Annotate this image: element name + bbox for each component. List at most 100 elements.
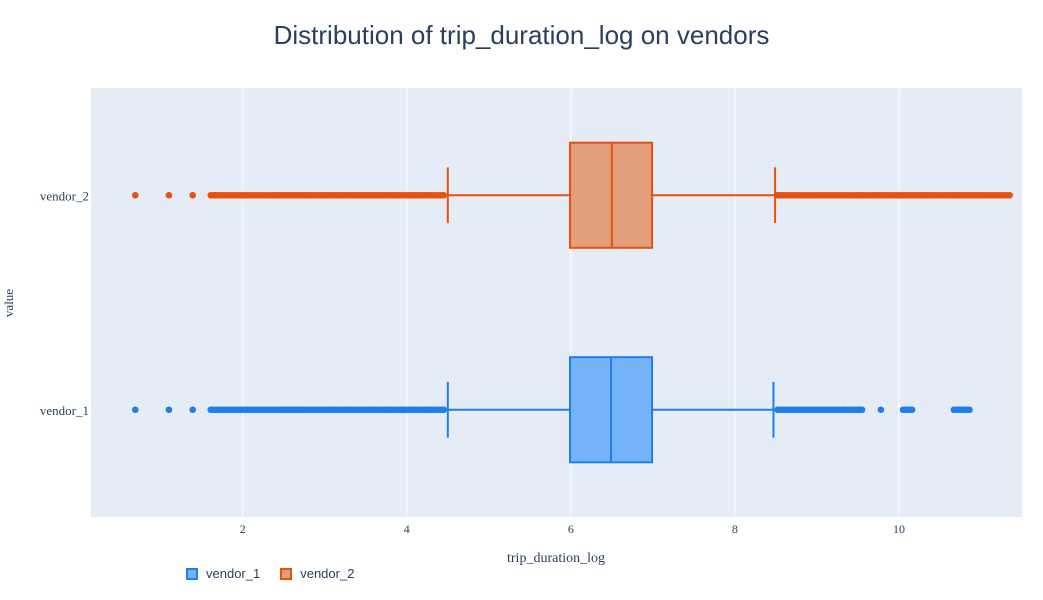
outlier-point (843, 191, 851, 199)
outlier-point (437, 191, 445, 199)
outlier-point (877, 406, 885, 414)
outlier-point (343, 191, 351, 199)
outlier-point (376, 191, 384, 199)
outlier-point (881, 191, 888, 199)
outlier-point (971, 191, 978, 199)
outlier-point (327, 191, 334, 199)
outlier-point (921, 191, 929, 199)
outlier-point (310, 191, 318, 199)
y-category-label: vendor_1 (40, 403, 89, 418)
outlier-point (219, 406, 227, 414)
x-tick-label: 10 (893, 522, 905, 536)
outlier-point (409, 191, 416, 199)
y-category-labels: vendor_2 vendor_1 (40, 188, 89, 418)
outlier-point (310, 406, 318, 414)
outlier-point (778, 191, 786, 199)
outlier-point (934, 191, 941, 199)
box-series (131, 141, 1013, 464)
outlier-point (851, 191, 859, 199)
legend-label-vendor-2: vendor_2 (300, 566, 355, 581)
outlier-point (298, 406, 306, 414)
outlier-point (392, 406, 400, 414)
outlier-point (425, 406, 433, 414)
outlier-point (165, 191, 173, 199)
outlier-point (963, 406, 971, 414)
chart-title: Distribution of trip_duration_log on ven… (273, 20, 770, 50)
legend-item-vendor-1[interactable]: vendor_1 (186, 566, 260, 581)
x-tick-label: 6 (568, 522, 574, 536)
y-category-label: vendor_2 (40, 188, 89, 203)
outlier-point (983, 191, 991, 199)
outlier-point (269, 191, 277, 199)
outlier-point (778, 406, 786, 414)
outlier-point (409, 406, 416, 414)
outlier-point (810, 191, 818, 199)
outlier-point (991, 191, 998, 199)
x-tick-labels: 2 4 6 8 10 (240, 522, 905, 536)
outlier-point (909, 191, 917, 199)
outlier-point (425, 191, 433, 199)
outlier-point (269, 406, 277, 414)
outlier-point (802, 191, 810, 199)
legend-item-vendor-2[interactable]: vendor_2 (280, 566, 354, 581)
outlier-point (261, 191, 268, 199)
outlier-point (1003, 191, 1011, 199)
outlier-point (835, 191, 843, 199)
outlier-point (802, 406, 810, 414)
outlier-point (998, 191, 1006, 199)
outlier-point (343, 406, 351, 414)
x-axis-label: trip_duration_log (507, 551, 605, 566)
outlier-point (859, 191, 866, 199)
outlier-point (897, 191, 904, 199)
x-tick-label: 4 (404, 522, 410, 536)
box-series-vendor_2 (131, 141, 1013, 249)
outlier-point (786, 406, 793, 414)
outlier-point (131, 191, 139, 199)
outlier-point (232, 191, 240, 199)
outlier-point (827, 406, 834, 414)
x-tick-label: 8 (732, 522, 738, 536)
outlier-point (261, 406, 268, 414)
outlier-point (243, 406, 250, 414)
outlier-point (856, 406, 864, 414)
outlier-point (786, 191, 793, 199)
outlier-point (819, 191, 826, 199)
outlier-point (253, 191, 260, 199)
legend-swatch-vendor-1 (186, 567, 198, 580)
outlier-point (864, 191, 871, 199)
outlier-point (827, 191, 834, 199)
y-axis-label: value (1, 289, 16, 317)
outlier-point (835, 406, 843, 414)
outlier-point (437, 406, 445, 414)
outlier-point (810, 406, 818, 414)
outlier-point (243, 191, 250, 199)
outlier-point (360, 406, 367, 414)
x-tick-label: 2 (240, 522, 246, 536)
outlier-point (232, 406, 240, 414)
outlier-point (189, 191, 197, 199)
outlier-point (219, 191, 227, 199)
outlier-point (794, 191, 802, 199)
outlier-point (360, 191, 367, 199)
outlier-point (131, 406, 139, 414)
outlier-point (298, 191, 306, 199)
outlier-point (946, 191, 954, 199)
outlier-point (376, 406, 384, 414)
outlier-point (888, 191, 896, 199)
outlier-point (845, 406, 852, 414)
legend-swatch-vendor-2 (280, 567, 293, 580)
legend-label-vendor-1: vendor_1 (206, 566, 261, 581)
outlier-point (392, 191, 400, 199)
plot-area (91, 88, 1022, 517)
legend: vendor_1 vendor_2 (186, 566, 354, 581)
outlier-point (819, 406, 826, 414)
outlier-point (189, 406, 197, 414)
outlier-point (840, 406, 847, 414)
outlier-point (794, 406, 802, 414)
outlier-point (327, 406, 334, 414)
outlier-point (253, 406, 260, 414)
outlier-point (165, 406, 173, 414)
box-series-vendor_1 (131, 356, 973, 464)
outlier-point (958, 191, 966, 199)
